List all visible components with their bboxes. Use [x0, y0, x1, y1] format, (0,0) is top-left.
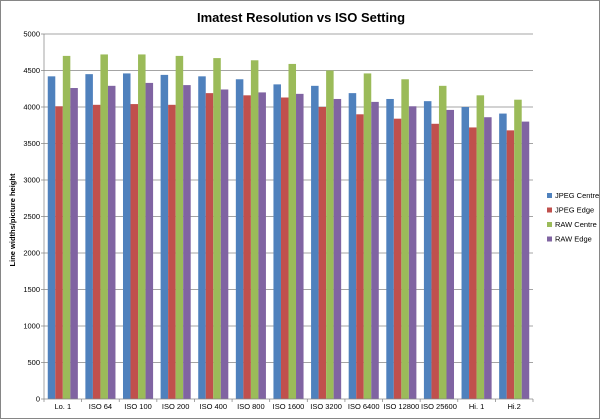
- x-tick-label: Hi. 1: [469, 402, 484, 411]
- y-tick-labels: 0 500 1000 1500 2000 2500 3000 3500 4000 4500 5000: [23, 30, 40, 404]
- bar: [280, 97, 289, 399]
- bar: [476, 95, 485, 399]
- y-axis-title: Line widths/picture height: [8, 173, 17, 266]
- bar: [326, 70, 334, 399]
- bar: [521, 121, 530, 399]
- y-tick-label: 5000: [23, 30, 40, 39]
- bar: [175, 55, 184, 400]
- bar: [160, 74, 169, 399]
- x-tick-label: ISO 200: [162, 402, 190, 411]
- bar: [235, 79, 244, 399]
- legend-label: JPEG Centre: [555, 191, 599, 200]
- legend-label: RAW Edge: [555, 235, 592, 244]
- bar: [205, 93, 214, 399]
- legend-swatch: [547, 207, 552, 213]
- y-tick-label: 0: [36, 395, 40, 404]
- bar: [250, 60, 259, 399]
- bar: [183, 85, 191, 399]
- bar: [122, 73, 131, 400]
- legend: JPEG Centre JPEG Edge RAW Centre RAW Edge: [547, 191, 599, 244]
- bar: [220, 89, 229, 399]
- bar: [107, 85, 116, 399]
- bar: [333, 98, 342, 399]
- bar: [446, 109, 455, 400]
- x-tick-label: ISO 800: [237, 402, 265, 411]
- bar: [62, 55, 71, 400]
- y-tick-label: 4000: [23, 103, 40, 112]
- bar: [318, 107, 327, 399]
- bar: [461, 107, 470, 399]
- bar: [363, 73, 372, 400]
- bar: [499, 113, 507, 399]
- x-tick-label: ISO 100: [124, 402, 152, 411]
- bar: [92, 104, 101, 399]
- bar: [198, 76, 206, 399]
- bar: [484, 117, 492, 399]
- bar: [138, 54, 146, 399]
- x-tick-label: ISO 1600: [273, 402, 305, 411]
- bars: [47, 54, 530, 400]
- legend-swatch: [547, 236, 552, 242]
- bar: [213, 58, 221, 400]
- bar: [296, 93, 304, 400]
- legend-label: RAW Centre: [555, 220, 597, 229]
- x-tick-label: ISO 64: [89, 402, 112, 411]
- y-tick-label: 3000: [23, 176, 40, 185]
- bar: [145, 82, 154, 399]
- y-tick-label: 4500: [23, 66, 40, 75]
- bar: [371, 101, 379, 399]
- bar: [243, 95, 251, 399]
- bar: [70, 88, 78, 400]
- x-tick-label: ISO 6400: [348, 402, 380, 411]
- chart-title: Imatest Resolution vs ISO Setting: [197, 10, 405, 25]
- bar: [514, 99, 522, 399]
- bar: [168, 104, 176, 399]
- bar: [348, 93, 357, 399]
- bar: [100, 54, 108, 399]
- bar: [423, 101, 432, 399]
- bar: [431, 123, 439, 399]
- bar: [130, 104, 139, 399]
- bar: [506, 130, 515, 400]
- legend-swatch: [547, 193, 552, 198]
- x-tick-label: ISO 400: [200, 402, 228, 411]
- x-tick-label: ISO 25600: [421, 402, 457, 411]
- legend-swatch: [547, 222, 552, 227]
- bar: [273, 84, 281, 400]
- bar: [401, 79, 409, 399]
- y-tick-label: 2000: [23, 249, 40, 258]
- y-tick-label: 2500: [23, 212, 40, 221]
- bar: [393, 118, 402, 400]
- bar: [47, 76, 56, 399]
- bar: [356, 114, 364, 400]
- bar: [386, 98, 394, 399]
- bar: [288, 63, 297, 400]
- x-tick-label: ISO 3200: [310, 402, 342, 411]
- bar: [469, 127, 477, 399]
- x-tick-label: ISO 12800: [383, 402, 419, 411]
- x-tick-label: Hi.2: [508, 402, 521, 411]
- bar: [85, 74, 93, 400]
- legend-label: JPEG Edge: [555, 206, 594, 215]
- y-tick-label: 1000: [23, 322, 40, 331]
- bar: [311, 85, 319, 399]
- x-tick-labels: Lo. 1 ISO 64 ISO 100 ISO 200 ISO 400 ISO 800 I…: [54, 402, 520, 411]
- y-tick-label: 3500: [23, 139, 40, 148]
- bar: [258, 92, 266, 400]
- bar: [55, 106, 63, 400]
- bar: [438, 85, 447, 399]
- y-tick-label: 500: [27, 358, 40, 367]
- x-tick-label: Lo. 1: [54, 402, 71, 411]
- bar: [408, 106, 417, 400]
- y-tick-label: 1500: [23, 285, 40, 294]
- axes: [41, 33, 534, 402]
